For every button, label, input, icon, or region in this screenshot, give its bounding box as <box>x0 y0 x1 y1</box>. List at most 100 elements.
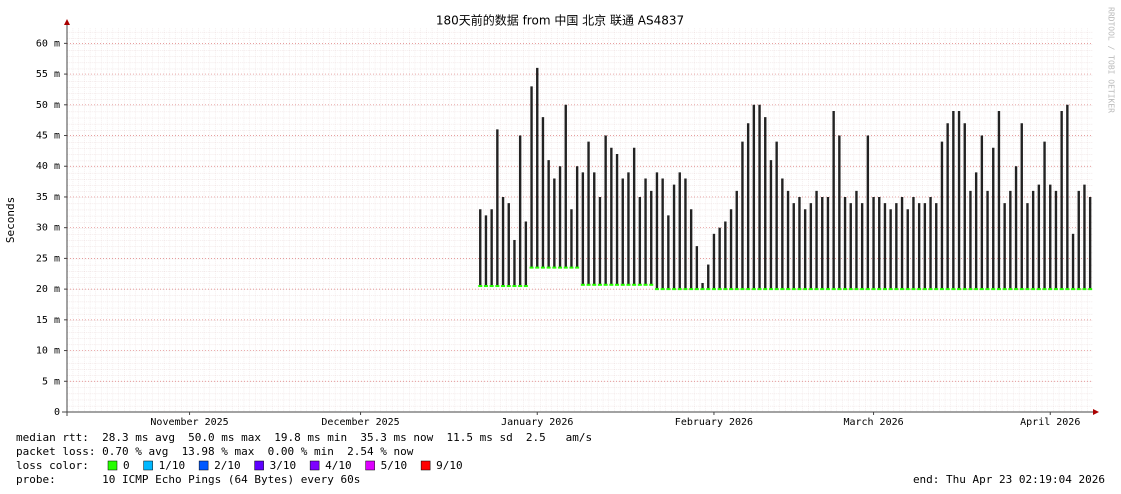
loss-marker <box>609 283 614 286</box>
loss-swatch <box>198 460 209 471</box>
loss-marker <box>808 288 813 291</box>
loss-label: 4/10 <box>325 459 352 472</box>
loss-label: 0 <box>123 459 130 472</box>
loss-marker <box>723 288 728 291</box>
loss-marker <box>797 288 802 291</box>
x-tick-label: November 2025 <box>150 417 228 428</box>
loss-marker <box>626 283 631 286</box>
loss-marker <box>957 288 962 291</box>
loss-marker <box>1059 288 1064 291</box>
loss-marker <box>1031 288 1036 291</box>
loss-marker <box>768 288 773 291</box>
y-tick-label: 40 m <box>36 161 60 172</box>
loss-marker <box>894 288 899 291</box>
loss-label: 2/10 <box>214 459 241 472</box>
loss-marker <box>563 266 568 269</box>
loss-marker <box>934 288 939 291</box>
loss-marker <box>905 288 910 291</box>
loss-marker <box>1076 288 1081 291</box>
loss-marker <box>666 288 671 291</box>
loss-marker <box>580 283 585 286</box>
loss-marker <box>825 288 830 291</box>
x-tick-label: December 2025 <box>321 417 399 428</box>
loss-marker <box>991 288 996 291</box>
loss-marker <box>717 288 722 291</box>
loss-marker <box>888 288 893 291</box>
plot <box>67 43 1093 413</box>
y-tick-label: 25 m <box>36 253 60 264</box>
minor-grid <box>67 28 1093 412</box>
loss-marker <box>649 283 654 286</box>
loss-marker <box>1053 288 1058 291</box>
loss-marker <box>711 288 716 291</box>
loss-marker <box>1065 288 1070 291</box>
loss-marker <box>786 288 791 291</box>
y-tick-label: 30 m <box>36 223 60 234</box>
loss-marker <box>689 288 694 291</box>
loss-marker <box>540 266 545 269</box>
loss-marker <box>683 288 688 291</box>
loss-marker <box>871 288 876 291</box>
y-tick-label: 5 m <box>42 376 60 387</box>
loss-marker <box>489 285 494 288</box>
loss-marker <box>512 285 517 288</box>
loss-marker <box>558 266 563 269</box>
loss-marker <box>483 285 488 288</box>
loss-marker <box>820 288 825 291</box>
loss-marker <box>928 288 933 291</box>
loss-marker <box>478 285 483 288</box>
loss-marker <box>1002 288 1007 291</box>
loss-marker <box>660 288 665 291</box>
loss-marker <box>495 285 500 288</box>
x-tick-label: January 2026 <box>501 417 573 428</box>
y-tick-label: 45 m <box>36 131 60 142</box>
loss-marker <box>506 285 511 288</box>
loss-marker <box>700 288 705 291</box>
loss-marker <box>865 288 870 291</box>
loss-marker <box>945 288 950 291</box>
x-tick-label: February 2026 <box>675 417 753 428</box>
loss-marker <box>860 288 865 291</box>
loss-swatch <box>365 460 375 471</box>
probe: probe: 10 ICMP Echo Pings (64 Bytes) eve… <box>16 473 360 486</box>
loss-marker <box>751 288 756 291</box>
y-tick-label: 50 m <box>36 100 60 111</box>
y-tick-label: 20 m <box>36 284 60 295</box>
loss-marker <box>535 266 540 269</box>
loss-marker <box>848 288 853 291</box>
end-time: end: Thu Apr 23 02:19:04 2026 <box>913 473 1105 486</box>
loss-marker <box>774 288 779 291</box>
x-arrow <box>1093 409 1099 415</box>
loss-marker <box>603 283 608 286</box>
y-tick-label: 60 m <box>36 38 60 49</box>
loss-marker <box>900 288 905 291</box>
loss-marker <box>501 285 506 288</box>
loss-marker <box>1048 288 1053 291</box>
loss-marker <box>529 266 534 269</box>
loss-marker <box>637 283 642 286</box>
loss-marker <box>843 288 848 291</box>
loss-marker <box>597 283 602 286</box>
loss-marker <box>854 288 859 291</box>
loss-marker <box>740 288 745 291</box>
loss-marker <box>706 288 711 291</box>
loss-marker <box>996 288 1001 291</box>
loss-marker <box>632 283 637 286</box>
loss-label: 1/10 <box>159 459 186 472</box>
y-tick-label: 10 m <box>36 346 60 357</box>
loss-marker <box>837 288 842 291</box>
x-tick-label: March 2026 <box>843 417 903 428</box>
y-tick-label: 55 m <box>36 69 60 80</box>
loss-marker <box>962 288 967 291</box>
loss-marker <box>911 288 916 291</box>
loss-marker <box>518 285 523 288</box>
loss-marker <box>592 283 597 286</box>
loss-marker <box>586 283 591 286</box>
y-arrow <box>64 19 70 25</box>
loss-marker <box>575 266 580 269</box>
loss-marker <box>672 288 677 291</box>
loss-marker <box>620 283 625 286</box>
loss-marker <box>694 288 699 291</box>
loss-marker <box>523 285 528 288</box>
